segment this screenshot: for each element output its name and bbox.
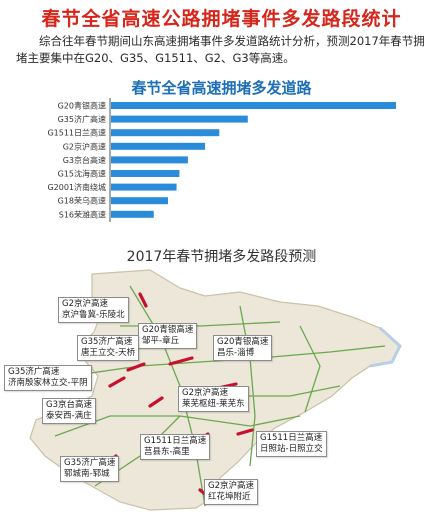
label-road: G2京沪高速 — [62, 299, 108, 309]
map-label-g35-tangwang: G35济广高速 唐王立交-天桥 — [77, 335, 140, 361]
congestion-segment — [108, 376, 126, 388]
page-title: 春节全省高速公路拥堵事件多发路段统计 — [41, 8, 402, 30]
highway-line — [299, 325, 321, 413]
congestion-segment — [126, 362, 146, 372]
bar-chart: G20青银高速 G35济广高速 G1511日兰高速 G2京沪高速 G3京台高速 G15沈海… — [47, 98, 396, 222]
label-section: 京沪鲁冀-乐陵北 — [62, 310, 125, 320]
map-label-g1511-juxian: G1511日兰高速 莒县东-高里 — [140, 434, 211, 460]
map-label-g3-taian: G3京台高速 泰安西-满庄 — [42, 398, 96, 424]
bar-category-label: G35济广高速 — [58, 114, 106, 124]
label-road: G35济广高速 — [81, 337, 133, 347]
bar — [111, 197, 168, 205]
label-section: 红花埠附近 — [208, 492, 251, 502]
map-label-g2-laiwu: G2京沪高速 莱芜枢纽-莱芜东 — [178, 386, 249, 412]
bar-category-label: G20青银高速 — [58, 101, 106, 111]
label-section: 济南殷家林立交-平阴 — [8, 378, 88, 388]
highway-line — [239, 305, 256, 467]
map-label-g35-yuncheng: G35济广高速 郓城南-郓城 — [60, 456, 120, 482]
highway-line — [230, 385, 341, 397]
congestion-segment — [148, 396, 164, 408]
bar — [111, 115, 248, 123]
congestion-segment — [138, 292, 148, 308]
coast-shading — [369, 326, 402, 368]
bar — [111, 142, 206, 150]
map-label-g2-lelingbei: G2京沪高速 京沪鲁冀-乐陵北 — [58, 297, 129, 323]
label-section: 郓城南-郓城 — [64, 469, 110, 479]
label-section: 邹平-章丘 — [142, 336, 180, 346]
map-label-g2-honghuabu: G2京沪高速 红花埠附近 — [204, 479, 258, 505]
bar-category-label: S16荣潍高速 — [59, 209, 106, 219]
label-section: 泰安西-满庄 — [46, 411, 92, 421]
intro-paragraph: 综合往年春节期间山东高速拥堵事件多发道路统计分析，预测2017年春节拥堵主要集中… — [16, 34, 425, 65]
label-road: G2京沪高速 — [182, 388, 228, 398]
label-section: 昌乐-淄博 — [217, 348, 255, 358]
label-section: 莒县东-高里 — [144, 447, 190, 457]
bar — [111, 129, 220, 137]
bar — [111, 102, 396, 109]
bar-category-label: G2001济南绕城 — [47, 182, 106, 192]
bar-category-label: G18荣乌高速 — [58, 196, 106, 206]
label-road: G20青银高速 — [217, 337, 269, 347]
bar-category-label: G15沈海高速 — [58, 169, 106, 179]
map-label-g1511-rizhao: G1511日兰高速 日照站-日照立交 — [256, 431, 327, 457]
label-section: 日照站-日照立交 — [260, 444, 323, 454]
bar-category-label: G2京沪高速 — [63, 141, 106, 151]
label-road: G20青银高速 — [142, 325, 194, 335]
map-label-g35-pingyin: G35济广高速 济南殷家林立交-平阴 — [4, 365, 92, 391]
map-label-g20-changle: G20青银高速 昌乐-淄博 — [213, 335, 273, 361]
label-road: G1511日兰高速 — [260, 433, 323, 443]
map-title: 2017年春节拥堵多发路段预测 — [126, 249, 317, 265]
label-road: G35济广高速 — [8, 367, 60, 377]
label-road: G35济广高速 — [64, 458, 116, 468]
label-road: G3京台高速 — [46, 400, 92, 410]
label-section: 唐王立交-天桥 — [81, 348, 136, 358]
label-section: 莱芜枢纽-莱芜东 — [182, 399, 245, 409]
bar — [111, 183, 177, 191]
bar — [111, 156, 188, 164]
label-road: G2京沪高速 — [208, 481, 254, 491]
bar — [111, 170, 180, 177]
bar — [111, 210, 154, 218]
bar-category-label: G1511日兰高速 — [47, 128, 106, 138]
chart-title: 春节全省高速拥堵多发道路 — [131, 79, 312, 97]
map-label-g20-zouping: G20青银高速 邹平-章丘 — [138, 323, 198, 349]
bar-category-label: G3京台高速 — [63, 155, 106, 165]
congestion-segment — [236, 428, 254, 436]
label-road: G1511日兰高速 — [144, 436, 207, 446]
congestion-segment — [168, 356, 194, 366]
